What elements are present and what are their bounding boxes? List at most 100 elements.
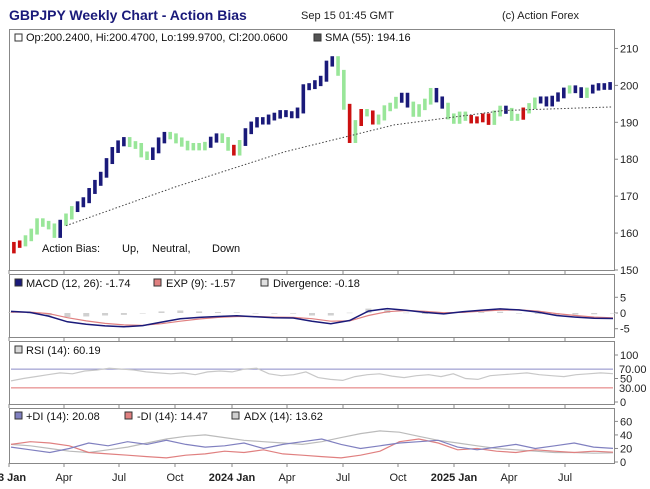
price-bar: [417, 104, 421, 117]
price-bar: [498, 105, 502, 117]
price-bar: [353, 120, 358, 143]
price-bar: [12, 241, 16, 254]
exp-legend: EXP (9): -1.57: [166, 278, 236, 290]
rsi-ytick-label: 0: [620, 397, 626, 409]
minus-di-legend: -DI (14): 14.47: [137, 411, 208, 423]
price-bar: [122, 137, 126, 147]
price-bar: [174, 133, 178, 144]
price-bar: [110, 147, 115, 165]
dmi-ytick-label: 60: [620, 416, 632, 428]
price-bar: [156, 137, 161, 154]
price-bar: [394, 96, 398, 109]
ohlc-legend: Op:200.2400, Hi:200.4700, Lo:199.9700, C…: [26, 32, 288, 44]
dmi-ytick-label: 20: [620, 443, 632, 455]
price-bar: [440, 96, 445, 109]
rsi-ytick-label: 100: [620, 350, 638, 362]
price-ytick-label: 180: [620, 154, 638, 166]
minus-di-legend-swatch: [124, 411, 133, 420]
price-ytick-label: 160: [620, 228, 638, 240]
price-bar: [208, 136, 213, 148]
price-bar: [492, 110, 497, 125]
divergence-bar: [309, 313, 315, 316]
chart-title: GBPJPY Weekly Chart - Action Bias: [9, 7, 247, 23]
bias-down-label: Down: [212, 243, 240, 255]
price-bar: [232, 144, 236, 156]
price-bar: [602, 83, 607, 90]
price-bar: [359, 109, 364, 126]
price-bar: [544, 96, 549, 107]
exp-legend-swatch: [153, 278, 162, 287]
divergence-bar: [196, 311, 203, 313]
price-ytick-label: 150: [620, 265, 638, 277]
price-bar: [29, 228, 34, 242]
x-tick-label: Apr: [500, 472, 517, 484]
price-bar: [41, 218, 45, 227]
adx-line: [10, 430, 614, 454]
price-panel: [9, 29, 615, 271]
price-bar: [608, 82, 612, 90]
price-bar: [382, 105, 387, 121]
price-bar: [538, 96, 543, 104]
price-bar: [139, 142, 144, 158]
divergence-bar: [478, 312, 485, 313]
price-bar: [255, 117, 259, 128]
price-bar: [81, 197, 86, 208]
price-bar: [23, 235, 28, 247]
price-bar: [307, 83, 311, 91]
price-bar: [237, 140, 242, 156]
rsi-legend: RSI (14): 60.19: [26, 345, 101, 357]
divergence-bar: [233, 312, 240, 313]
price-ytick-label: 210: [620, 43, 638, 55]
divergence-bar: [139, 313, 146, 314]
sma-legend-swatch: [313, 33, 322, 42]
x-tick-label: 2025 Jan: [431, 472, 478, 484]
price-bar: [64, 213, 68, 226]
price-bar: [324, 60, 329, 82]
price-bar: [567, 85, 572, 94]
rsi-legend-swatch: [14, 345, 23, 354]
divergence-bar: [64, 313, 71, 318]
divergence-bar: [102, 313, 109, 316]
divergence-bar: [26, 313, 33, 314]
adx-legend: ADX (14): 13.62: [244, 411, 323, 423]
price-bar: [226, 137, 230, 151]
plus-di-legend: +DI (14): 20.08: [26, 411, 100, 423]
macd-ytick-label: -5: [620, 324, 630, 336]
price-bar: [533, 97, 537, 110]
divergence-bar: [534, 313, 541, 314]
macd-panel: [9, 274, 615, 338]
rsi-level-30: 30.00: [619, 383, 647, 395]
price-bar: [318, 75, 323, 87]
price-bar: [486, 113, 491, 125]
price-bar: [289, 111, 294, 119]
price-bar: [243, 128, 248, 146]
x-tick-label: Jul: [112, 472, 126, 484]
price-bar: [469, 114, 473, 124]
macd-legend-swatch: [14, 278, 23, 287]
divergence-bar: [271, 313, 278, 314]
price-bar: [342, 69, 346, 110]
divergence-bar: [327, 313, 334, 316]
divergence-bar: [177, 310, 184, 313]
x-tick-label: Oct: [166, 472, 183, 484]
price-bar: [214, 133, 219, 143]
price-bar: [527, 103, 531, 114]
minus-di-line: [10, 438, 614, 459]
price-bar: [585, 87, 589, 98]
plus-di-line: [10, 438, 614, 454]
price-bar: [69, 206, 74, 220]
divergence-bar: [290, 313, 297, 314]
price-bar: [428, 87, 433, 105]
divergence-bar: [515, 313, 522, 314]
x-tick-label: Jul: [558, 472, 572, 484]
price-bar: [104, 158, 109, 178]
price-bar: [127, 137, 132, 148]
price-bar: [556, 92, 560, 102]
sma-line: [65, 106, 614, 227]
price-bar: [220, 133, 225, 143]
divergence-bar: [572, 313, 579, 315]
price-bar: [197, 142, 201, 151]
divergence-bar: [346, 312, 353, 314]
price-bar: [313, 80, 317, 90]
price-bar: [480, 113, 485, 123]
